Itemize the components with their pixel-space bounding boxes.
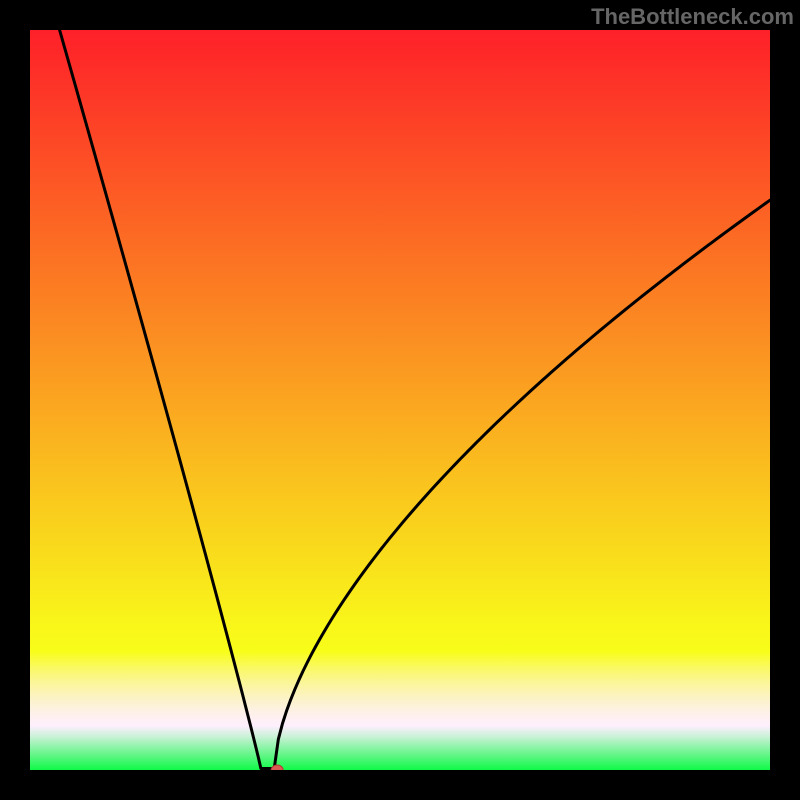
bottleneck-chart bbox=[0, 0, 800, 800]
chart-container: TheBottleneck.com bbox=[0, 0, 800, 800]
border-bottom bbox=[0, 770, 800, 800]
border-left bbox=[0, 0, 30, 800]
gradient-background bbox=[30, 30, 770, 770]
border-right bbox=[770, 0, 800, 800]
watermark-text: TheBottleneck.com bbox=[591, 4, 794, 30]
